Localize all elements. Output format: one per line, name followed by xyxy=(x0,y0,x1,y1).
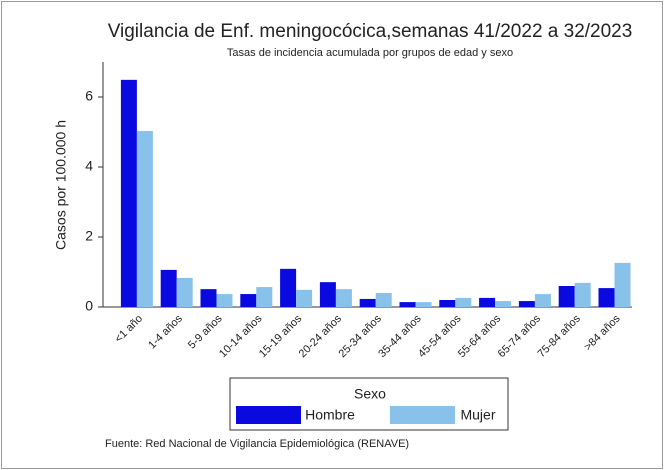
bar xyxy=(136,130,153,307)
legend-swatch xyxy=(390,406,455,424)
bar xyxy=(479,297,496,307)
bar xyxy=(296,289,313,307)
bar xyxy=(574,282,591,307)
bar xyxy=(240,294,257,307)
source-note: Fuente: Red Nacional de Vigilancia Epide… xyxy=(105,438,409,450)
bar xyxy=(256,287,273,307)
bar xyxy=(415,302,432,307)
bar xyxy=(200,289,217,307)
legend-label: Mujer xyxy=(460,407,495,423)
bar xyxy=(160,269,177,307)
bar xyxy=(598,288,615,307)
bar xyxy=(335,289,352,307)
y-tick-label: 0 xyxy=(85,298,93,314)
bar xyxy=(359,298,376,307)
y-tick-label: 2 xyxy=(85,228,93,244)
bar xyxy=(120,79,137,307)
y-axis-label: Casos por 100.000 h xyxy=(53,120,69,250)
bar xyxy=(375,293,392,307)
bar xyxy=(439,300,456,307)
bar xyxy=(518,301,535,307)
chart-subtitle: Tasas de incidencia acumulada por grupos… xyxy=(227,47,513,59)
bar xyxy=(495,301,512,307)
bar xyxy=(455,297,472,307)
bar xyxy=(399,302,416,307)
bar xyxy=(558,286,575,307)
bar xyxy=(216,294,233,307)
bar xyxy=(534,294,551,307)
legend-title: Sexo xyxy=(354,386,386,402)
bar xyxy=(280,268,297,307)
legend-label: Hombre xyxy=(305,407,355,423)
bar xyxy=(176,277,193,307)
bar xyxy=(614,262,631,307)
bar xyxy=(319,282,336,307)
legend-swatch xyxy=(236,406,301,424)
y-tick-label: 4 xyxy=(85,158,93,174)
chart-title: Vigilancia de Enf. meningocócica,semanas… xyxy=(108,21,633,42)
y-tick-label: 6 xyxy=(85,88,93,104)
